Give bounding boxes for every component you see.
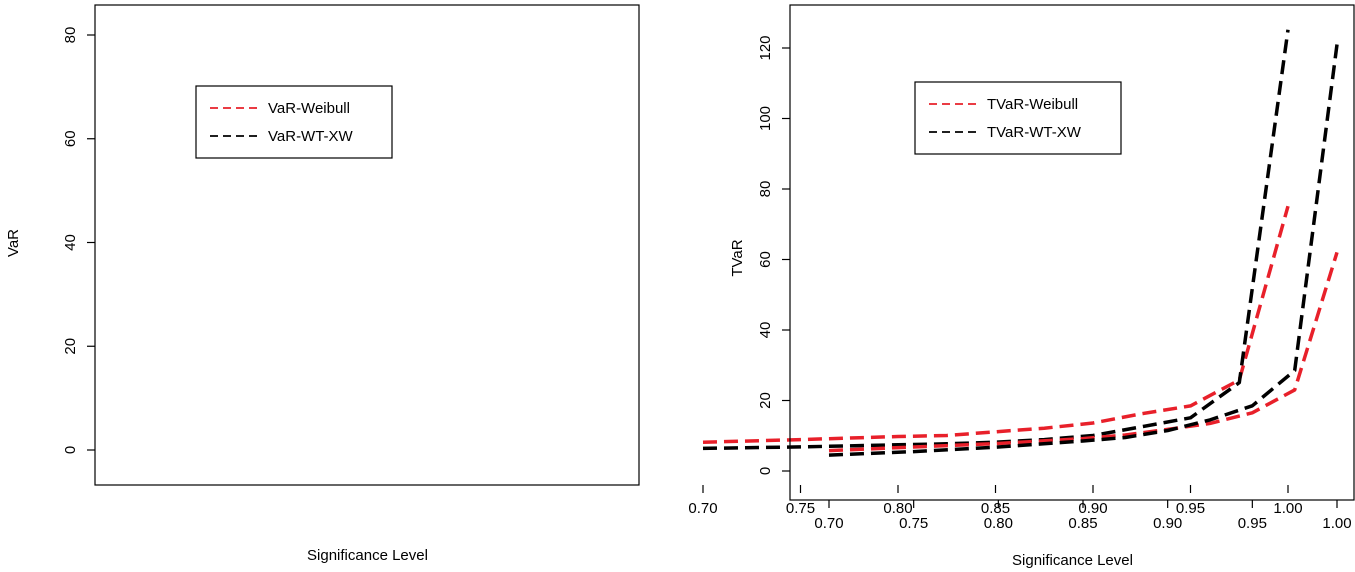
y-tick-label: 0 (757, 467, 774, 475)
legend-box (914, 81, 1122, 155)
legend-box (195, 85, 393, 159)
x-tick-label: 0.80 (984, 515, 1013, 532)
y-tick-label: 120 (757, 35, 774, 60)
y-tick-label: 60 (62, 130, 79, 147)
x-tick-label: 0.75 (786, 500, 815, 517)
x-axis-title: Significance Level (1012, 552, 1133, 569)
chart-2: 0.70 0.75 0.80 0.85 0.90 0.95 1.00020406080100… (729, 4, 1355, 569)
y-axis: 0 20 40 60 80 (62, 27, 95, 454)
y-tick-label: 40 (757, 322, 774, 339)
charts-layer: 0.70 0.75 0.80 0.85 0.90 0.95 1.00020406080Sig… (5, 4, 1355, 569)
y-tick-label: 20 (757, 392, 774, 409)
x-axis-title: Significance Level (307, 547, 428, 564)
x-tick-label: 0.85 (1068, 515, 1097, 532)
x-tick-label: 0.90 (1078, 500, 1107, 517)
y-tick-label: 40 (62, 234, 79, 251)
y-axis-title: VaR (5, 229, 22, 257)
y-axis: 0 20 40 60 80 100 120 (757, 35, 790, 475)
legend: TVaR-Weibull TVaR-WT-XW (914, 81, 1122, 155)
y-tick-label: 60 (757, 251, 774, 268)
legend-label-1: TVaR-Weibull (987, 96, 1078, 113)
x-tick-label: 0.90 (1153, 515, 1182, 532)
x-tick-label: 0.70 (814, 515, 843, 532)
x-tick-label: 0.85 (981, 500, 1010, 517)
x-tick-label: 0.75 (899, 515, 928, 532)
x-axis: 0.70 0.75 0.80 0.85 0.90 0.95 1.00 (688, 485, 1303, 517)
y-tick-label: 80 (62, 27, 79, 44)
legend-label-2: TVaR-WT-XW (987, 124, 1082, 141)
x-tick-label: 0.95 (1238, 515, 1267, 532)
y-tick-label: 100 (757, 106, 774, 131)
y-tick-label: 20 (62, 338, 79, 355)
x-tick-label: 0.95 (1176, 500, 1205, 517)
x-axis: 0.70 0.75 0.80 0.85 0.90 0.95 1.00 (814, 500, 1352, 532)
legend: VaR-Weibull VaR-WT-XW (195, 85, 393, 159)
x-tick-label: 1.00 (1273, 500, 1302, 517)
plot-frame (789, 4, 1355, 501)
y-axis-title: TVaR (729, 239, 746, 276)
y-tick-label: 0 (62, 446, 79, 454)
x-tick-label: 1.00 (1322, 515, 1351, 532)
x-tick-label: 0.80 (883, 500, 912, 517)
x-tick-label: 0.70 (688, 500, 717, 517)
series-line-1 (702, 205, 1290, 444)
y-tick-label: 80 (757, 181, 774, 198)
series-line-2 (828, 44, 1339, 457)
plot-frame (94, 4, 640, 486)
series-line-1 (828, 251, 1339, 453)
legend-label-2: VaR-WT-XW (268, 128, 354, 145)
legend-label-1: VaR-Weibull (268, 100, 350, 117)
